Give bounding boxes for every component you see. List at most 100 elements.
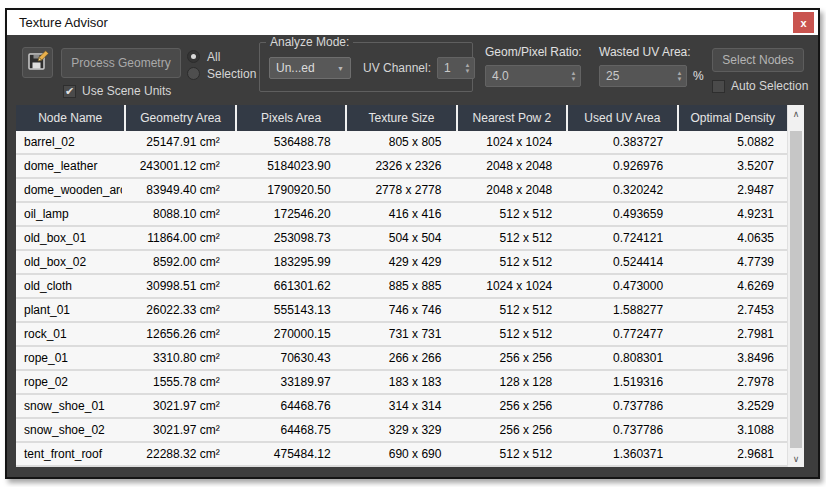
table-cell[interactable]: 805 x 805 bbox=[344, 131, 455, 153]
table-cell[interactable]: 4.6269 bbox=[676, 275, 787, 297]
table-cell[interactable]: tent_front_roof bbox=[16, 443, 122, 465]
radio-selection[interactable]: Selection bbox=[187, 65, 256, 82]
table-row[interactable]: rock_0112656.26 cm²270000.15731 x 731512… bbox=[16, 323, 787, 347]
table-cell[interactable]: 64468.76 bbox=[233, 395, 344, 417]
table-cell[interactable]: 3.8496 bbox=[676, 347, 787, 369]
table-cell[interactable]: 1024 x 1024 bbox=[454, 131, 565, 153]
table-cell[interactable]: 243001.12 cm² bbox=[122, 155, 233, 177]
table-cell[interactable]: rope_02 bbox=[16, 371, 122, 393]
table-row[interactable]: old_box_028592.00 cm²183295.99429 x 4295… bbox=[16, 251, 787, 275]
table-cell[interactable]: 12656.26 cm² bbox=[122, 323, 233, 345]
table-cell[interactable]: 0.772477 bbox=[565, 323, 676, 345]
table-cell[interactable]: 0.493659 bbox=[565, 203, 676, 225]
table-row[interactable]: dome_leather243001.12 cm²5184023.902326 … bbox=[16, 155, 787, 179]
close-button[interactable]: x bbox=[793, 12, 814, 33]
table-row[interactable]: oil_lamp8088.10 cm²172546.20416 x 416512… bbox=[16, 203, 787, 227]
column-header[interactable]: Pixels Area bbox=[237, 105, 347, 131]
table-cell[interactable]: 30998.51 cm² bbox=[122, 275, 233, 297]
column-header[interactable]: Texture Size bbox=[347, 105, 457, 131]
table-cell[interactable]: 2048 x 2048 bbox=[454, 155, 565, 177]
process-geometry-button[interactable]: Process Geometry bbox=[61, 48, 181, 78]
table-cell[interactable]: 504 x 504 bbox=[344, 227, 455, 249]
table-cell[interactable]: 0.808301 bbox=[565, 347, 676, 369]
table-cell[interactable]: 661301.62 bbox=[233, 275, 344, 297]
table-cell[interactable]: 2.9487 bbox=[676, 179, 787, 201]
table-cell[interactable]: snow_shoe_02 bbox=[16, 419, 122, 441]
table-row[interactable]: old_cloth30998.51 cm²661301.62885 x 8851… bbox=[16, 275, 787, 299]
table-cell[interactable]: oil_lamp bbox=[16, 203, 122, 225]
column-header[interactable]: Used UV Area bbox=[568, 105, 678, 131]
table-cell[interactable]: 746 x 746 bbox=[344, 299, 455, 321]
spinner-arrows-icon[interactable]: ▲▼ bbox=[461, 58, 474, 78]
table-cell[interactable]: dome_leather bbox=[16, 155, 122, 177]
table-cell[interactable]: barrel_02 bbox=[16, 131, 122, 153]
table-cell[interactable]: 3021.97 cm² bbox=[122, 395, 233, 417]
radio-all[interactable]: All bbox=[187, 48, 256, 65]
table-cell[interactable]: 536488.78 bbox=[233, 131, 344, 153]
scroll-down-icon[interactable]: ∨ bbox=[788, 450, 804, 467]
table-cell[interactable]: 83949.40 cm² bbox=[122, 179, 233, 201]
spinner-arrows-icon[interactable]: ▲▼ bbox=[567, 66, 580, 86]
table-cell[interactable]: 1024 x 1024 bbox=[454, 275, 565, 297]
table-cell[interactable]: 0.737786 bbox=[565, 395, 676, 417]
table-cell[interactable]: 2.7453 bbox=[676, 299, 787, 321]
table-cell[interactable]: 2326 x 2326 bbox=[344, 155, 455, 177]
table-cell[interactable]: 5.0882 bbox=[676, 131, 787, 153]
table-cell[interactable]: rope_01 bbox=[16, 347, 122, 369]
table-cell[interactable]: 256 x 256 bbox=[454, 395, 565, 417]
column-header[interactable]: Nearest Pow 2 bbox=[458, 105, 568, 131]
table-cell[interactable]: 0.524414 bbox=[565, 251, 676, 273]
table-cell[interactable]: 5184023.90 bbox=[233, 155, 344, 177]
table-cell[interactable]: 512 x 512 bbox=[454, 203, 565, 225]
table-cell[interactable]: 25147.91 cm² bbox=[122, 131, 233, 153]
table-cell[interactable]: 0.926976 bbox=[565, 155, 676, 177]
table-cell[interactable]: 183 x 183 bbox=[344, 371, 455, 393]
table-cell[interactable]: dome_wooden_arch bbox=[16, 179, 122, 201]
table-cell[interactable]: 3.2529 bbox=[676, 395, 787, 417]
table-cell[interactable]: 128 x 128 bbox=[454, 371, 565, 393]
table-cell[interactable]: 1.360371 bbox=[565, 443, 676, 465]
table-cell[interactable]: 4.0635 bbox=[676, 227, 787, 249]
table-cell[interactable]: 11864.00 cm² bbox=[122, 227, 233, 249]
wasted-uv-area-spinner[interactable]: 25 ▲▼ bbox=[599, 65, 687, 87]
table-cell[interactable]: 2048 x 2048 bbox=[454, 179, 565, 201]
table-row[interactable]: dome_wooden_arch83949.40 cm²1790920.5027… bbox=[16, 179, 787, 203]
table-cell[interactable]: 33189.97 bbox=[233, 371, 344, 393]
spinner-arrows-icon[interactable]: ▲▼ bbox=[673, 66, 686, 86]
table-row[interactable]: old_box_0111864.00 cm²253098.73504 x 504… bbox=[16, 227, 787, 251]
table-cell[interactable]: 2778 x 2778 bbox=[344, 179, 455, 201]
table-cell[interactable]: 2.7978 bbox=[676, 371, 787, 393]
table-row[interactable]: plant_0126022.33 cm²555143.13746 x 74651… bbox=[16, 299, 787, 323]
table-cell[interactable]: 0.737786 bbox=[565, 419, 676, 441]
table-cell[interactable]: 2.9681 bbox=[676, 443, 787, 465]
table-row[interactable]: snow_shoe_023021.97 cm²64468.75329 x 329… bbox=[16, 419, 787, 443]
table-cell[interactable]: 512 x 512 bbox=[454, 323, 565, 345]
table-cell[interactable]: 1790920.50 bbox=[233, 179, 344, 201]
table-cell[interactable]: 329 x 329 bbox=[344, 419, 455, 441]
save-settings-button[interactable] bbox=[22, 47, 53, 78]
table-cell[interactable]: 270000.15 bbox=[233, 323, 344, 345]
table-cell[interactable]: 3021.97 cm² bbox=[122, 419, 233, 441]
table-cell[interactable]: 256 x 256 bbox=[454, 419, 565, 441]
table-cell[interactable]: 690 x 690 bbox=[344, 443, 455, 465]
table-cell[interactable]: 4.9231 bbox=[676, 203, 787, 225]
table-cell[interactable]: 0.383727 bbox=[565, 131, 676, 153]
table-cell[interactable]: 0.320242 bbox=[565, 179, 676, 201]
use-scene-units-checkbox[interactable]: ✔ Use Scene Units bbox=[63, 84, 171, 98]
table-cell[interactable]: 4.7739 bbox=[676, 251, 787, 273]
table-cell[interactable]: 3.1088 bbox=[676, 419, 787, 441]
table-cell[interactable]: 22288.32 cm² bbox=[122, 443, 233, 465]
table-row[interactable]: rope_013310.80 cm²70630.43266 x 266256 x… bbox=[16, 347, 787, 371]
column-header[interactable]: Node Name bbox=[16, 105, 126, 131]
table-row[interactable]: rope_021555.78 cm²33189.97183 x 183128 x… bbox=[16, 371, 787, 395]
table-cell[interactable]: snow_shoe_01 bbox=[16, 395, 122, 417]
table-row[interactable]: tent_front_roof22288.32 cm²475484.12690 … bbox=[16, 443, 787, 467]
scroll-up-icon[interactable]: ∧ bbox=[788, 105, 804, 122]
table-cell[interactable]: 3310.80 cm² bbox=[122, 347, 233, 369]
table-cell[interactable]: 885 x 885 bbox=[344, 275, 455, 297]
table-cell[interactable]: 512 x 512 bbox=[454, 227, 565, 249]
table-cell[interactable]: 70630.43 bbox=[233, 347, 344, 369]
table-cell[interactable]: old_box_02 bbox=[16, 251, 122, 273]
select-nodes-button[interactable]: Select Nodes bbox=[712, 48, 804, 72]
analyze-mode-dropdown[interactable]: Un...ed ▼ bbox=[269, 57, 351, 79]
